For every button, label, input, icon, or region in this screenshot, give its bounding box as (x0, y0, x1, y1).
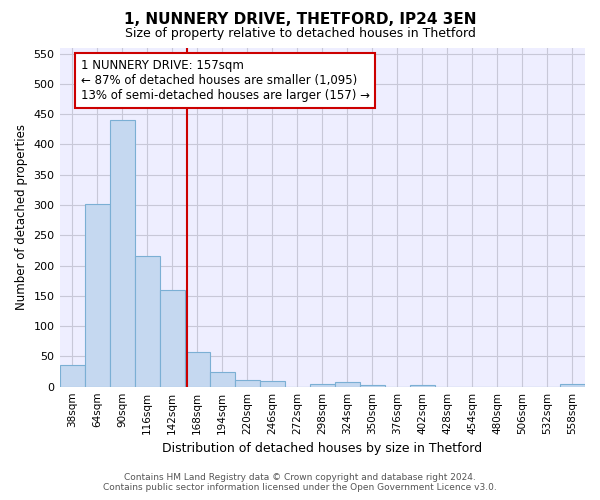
Bar (209, 372, 235, 386)
Bar (134, 256, 160, 386)
Text: 1 NUNNERY DRIVE: 157sqm
← 87% of detached houses are smaller (1,095)
13% of semi: 1 NUNNERY DRIVE: 157sqm ← 87% of detache… (80, 60, 370, 102)
Bar (59, 365, 85, 386)
Text: 1, NUNNERY DRIVE, THETFORD, IP24 3EN: 1, NUNNERY DRIVE, THETFORD, IP24 3EN (124, 12, 476, 28)
Bar (360, 385, 385, 386)
Bar (160, 290, 185, 386)
Bar (260, 381, 285, 386)
Y-axis label: Number of detached properties: Number of detached properties (15, 124, 28, 310)
Text: Size of property relative to detached houses in Thetford: Size of property relative to detached ho… (125, 28, 475, 40)
Bar (560, 384, 585, 386)
Bar (185, 352, 209, 386)
Bar (235, 380, 260, 386)
Bar (110, 120, 134, 386)
Bar (335, 382, 360, 386)
Bar (410, 385, 435, 386)
Bar (310, 384, 335, 386)
X-axis label: Distribution of detached houses by size in Thetford: Distribution of detached houses by size … (162, 442, 482, 455)
Bar (85, 204, 110, 386)
Text: Contains HM Land Registry data © Crown copyright and database right 2024.
Contai: Contains HM Land Registry data © Crown c… (103, 473, 497, 492)
